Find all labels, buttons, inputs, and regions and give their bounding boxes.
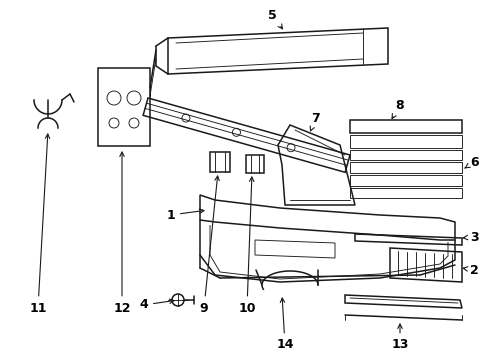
Text: 10: 10 <box>238 177 256 315</box>
Text: 6: 6 <box>465 156 479 168</box>
Text: 3: 3 <box>463 230 479 243</box>
Text: 2: 2 <box>463 264 479 276</box>
Text: 13: 13 <box>392 324 409 351</box>
Text: 5: 5 <box>268 9 283 29</box>
Text: 11: 11 <box>29 134 50 315</box>
Text: 4: 4 <box>139 298 174 311</box>
Text: 14: 14 <box>276 298 294 351</box>
Text: 8: 8 <box>392 99 404 118</box>
Text: 12: 12 <box>113 152 131 315</box>
Text: 9: 9 <box>200 176 220 315</box>
Text: 7: 7 <box>310 112 320 131</box>
Text: 1: 1 <box>166 208 204 221</box>
